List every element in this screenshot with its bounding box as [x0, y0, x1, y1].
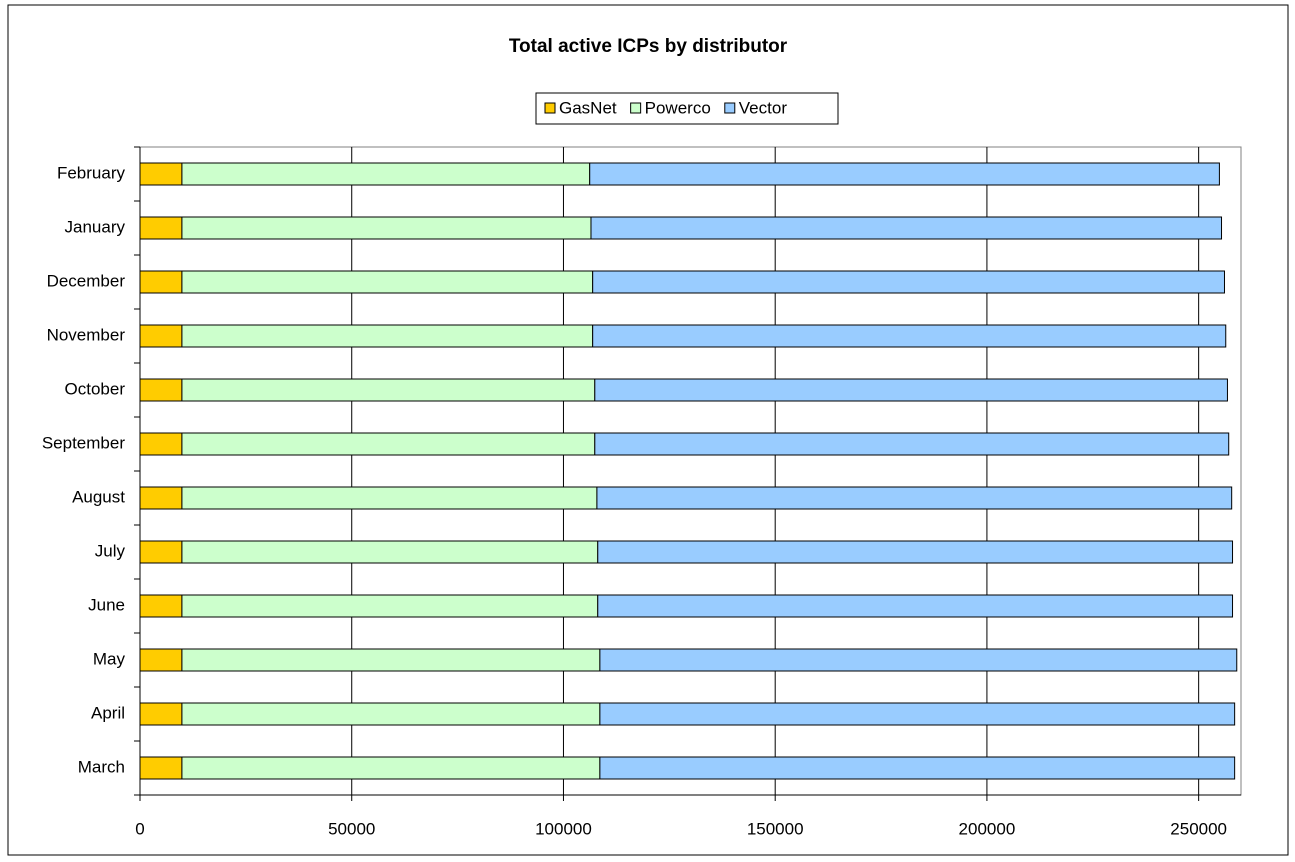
x-tick-label: 50000 [328, 819, 375, 838]
bar-segment [181, 486, 598, 510]
bar-segment [139, 756, 183, 780]
bar-segment [589, 162, 1220, 186]
bar-segment [597, 594, 1234, 618]
bar-segment [139, 216, 183, 240]
bar-segment [599, 756, 1236, 780]
legend-swatch [544, 102, 556, 114]
bar-segment [139, 648, 183, 672]
bar-segment [181, 378, 596, 402]
bar-segment [181, 216, 592, 240]
bar-segment [181, 594, 599, 618]
bar-segment [592, 324, 1227, 348]
plot-area [139, 146, 1242, 796]
bar-segment [139, 270, 183, 294]
bar-segment [181, 648, 601, 672]
legend-swatch [630, 102, 642, 114]
bar-segment [597, 540, 1234, 564]
x-tick-label: 250000 [1170, 819, 1227, 838]
y-tick-label: July [95, 541, 126, 560]
y-tick-label: September [42, 433, 125, 452]
y-tick-label: May [93, 649, 126, 668]
y-tick-label: June [88, 595, 125, 614]
bar-segment [181, 702, 601, 726]
bar-segment [139, 540, 183, 564]
y-tick-label: April [91, 703, 125, 722]
y-tick-label: December [47, 271, 126, 290]
bar-segment [181, 324, 594, 348]
legend-label: GasNet [559, 98, 617, 117]
legend-label: Vector [739, 98, 788, 117]
bar-segment [181, 756, 601, 780]
y-tick-label: August [72, 487, 125, 506]
bar-segment [139, 594, 183, 618]
bar-segment [590, 216, 1223, 240]
bar-segment [599, 648, 1238, 672]
bar-segment [599, 702, 1236, 726]
bar-segment [594, 378, 1228, 402]
x-tick-label: 200000 [959, 819, 1016, 838]
x-tick-label: 0 [135, 819, 144, 838]
y-tick-label: November [47, 325, 126, 344]
bar-segment [139, 324, 183, 348]
y-tick-label: February [57, 163, 126, 182]
bar-segment [139, 432, 183, 456]
legend-swatch [724, 102, 736, 114]
chart-title: Total active ICPs by distributor [509, 36, 788, 57]
bar-segment [594, 432, 1230, 456]
legend-label: Powerco [645, 98, 711, 117]
y-tick-label: March [78, 757, 125, 776]
y-tick-label: January [65, 217, 126, 236]
bar-segment [139, 162, 183, 186]
bar-segment [596, 486, 1233, 510]
x-tick-label: 100000 [535, 819, 592, 838]
bar-segment [181, 162, 591, 186]
bar-segment [139, 378, 183, 402]
bar-segment [139, 486, 183, 510]
x-tick-label: 150000 [747, 819, 804, 838]
y-tick-label: October [65, 379, 126, 398]
bar-segment [139, 702, 183, 726]
bar-segment [181, 270, 594, 294]
bar-segment [181, 540, 599, 564]
bar-segment [181, 432, 596, 456]
bar-segment [592, 270, 1225, 294]
legend-box [535, 92, 839, 125]
